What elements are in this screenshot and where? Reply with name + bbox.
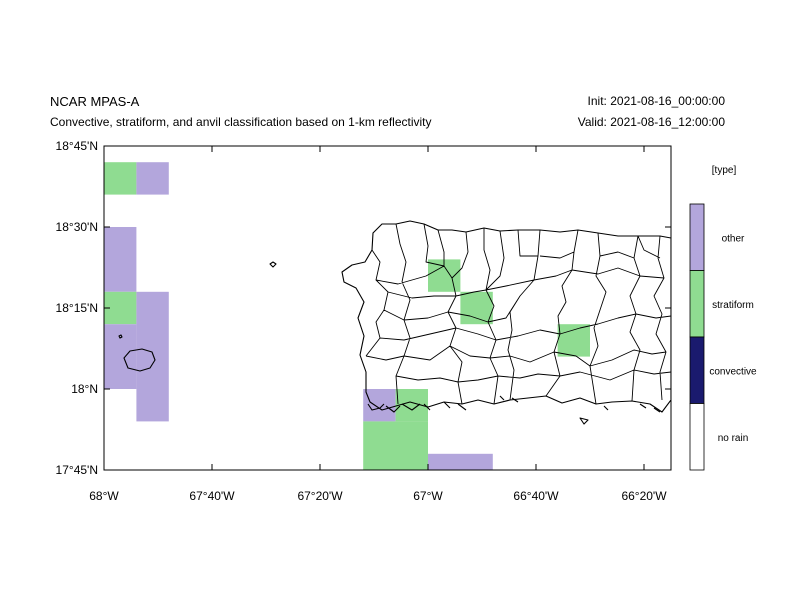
legend-colorbar: other stratiform convective no rain	[689, 203, 757, 471]
legend-label: no rain	[718, 433, 749, 444]
x-axis-ticks: 68°W 67°40'W 67°20'W 67°W 66°40'W 66°20'W	[89, 146, 667, 503]
legend-title: [type]	[712, 165, 737, 176]
classification-cells	[104, 162, 590, 470]
cell-other	[363, 389, 396, 422]
x-tick-label: 67°40'W	[189, 489, 235, 503]
mona-island-outline	[123, 348, 156, 372]
valid-time: Valid: 2021-08-16_12:00:00	[577, 115, 725, 129]
legend-label: stratiform	[712, 300, 754, 311]
x-tick-label: 66°20'W	[621, 489, 667, 503]
y-axis-ticks: 18°45'N 18°30'N 18°15'N 18°N 17°45'N	[56, 139, 671, 477]
y-tick-label: 18°N	[71, 382, 98, 396]
puerto-rico-outline	[341, 220, 671, 413]
y-tick-label: 18°15'N	[56, 301, 98, 315]
map-subtitle: Convective, stratiform, and anvil classi…	[50, 115, 432, 129]
cell-other	[136, 291, 169, 422]
coastline-and-municipal-boundaries	[118, 220, 671, 425]
southwest-cays	[367, 395, 661, 425]
cell-stratiform	[363, 421, 428, 470]
y-tick-label: 18°30'N	[56, 220, 98, 234]
cell-other	[136, 162, 169, 195]
cell-stratiform	[460, 291, 493, 325]
cell-other	[428, 453, 493, 470]
monito-island-outline	[118, 334, 123, 339]
legend-swatch-stratiform	[689, 270, 705, 338]
y-tick-label: 17°45'N	[56, 463, 98, 477]
y-tick-label: 18°45'N	[56, 139, 98, 153]
cell-stratiform	[557, 324, 590, 357]
legend-swatch-convective	[689, 336, 705, 404]
cell-stratiform	[104, 162, 137, 195]
legend-label: other	[722, 233, 745, 244]
init-time: Init: 2021-08-16_00:00:00	[587, 94, 725, 108]
cell-other	[104, 227, 137, 292]
x-tick-label: 66°40'W	[513, 489, 559, 503]
municipal-boundaries	[365, 223, 671, 405]
map-title: NCAR MPAS-A	[50, 94, 140, 109]
x-tick-label: 68°W	[89, 489, 119, 503]
legend-swatch-no-rain	[689, 403, 705, 471]
desecheo-island-outline	[269, 261, 277, 268]
legend-label: convective	[709, 366, 757, 377]
x-tick-label: 67°20'W	[297, 489, 343, 503]
cell-other	[104, 324, 137, 389]
x-tick-label: 67°W	[413, 489, 443, 503]
legend-swatch-other	[689, 203, 705, 271]
